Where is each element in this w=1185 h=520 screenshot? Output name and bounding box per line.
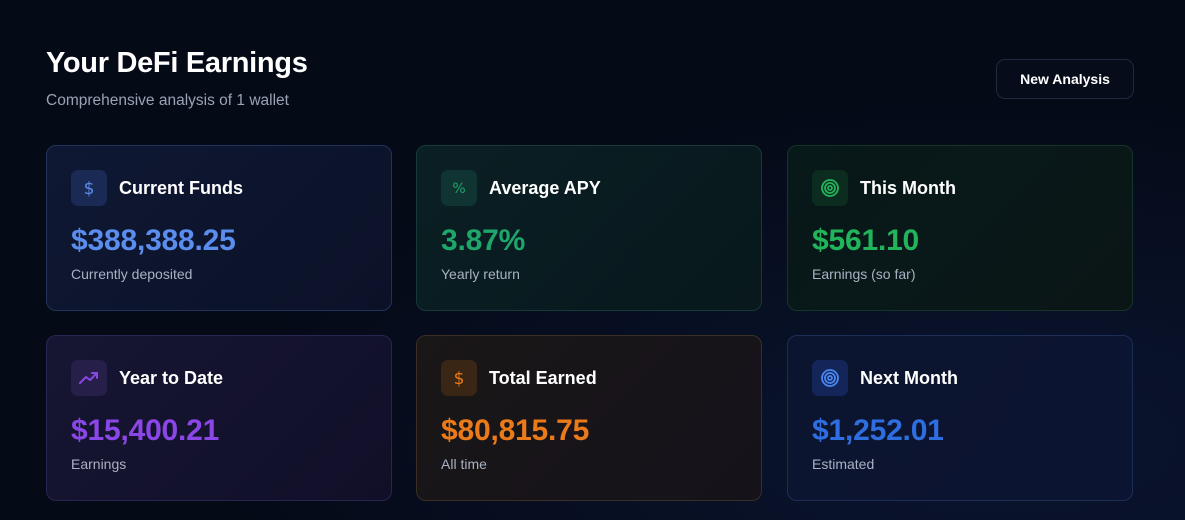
card-average-apy: % Average APY 3.87% Yearly return (416, 145, 762, 311)
page-title: Your DeFi Earnings (46, 47, 308, 79)
percent-icon: % (441, 170, 477, 206)
card-this-month: This Month $561.10 Earnings (so far) (787, 145, 1133, 311)
card-value: 3.87% (441, 224, 526, 257)
card-value: $561.10 (812, 224, 920, 257)
page-header: Your DeFi Earnings Comprehensive analysi… (46, 46, 308, 110)
card-value: $15,400.21 (71, 414, 220, 447)
card-title: Total Earned (489, 367, 597, 388)
new-analysis-button[interactable]: New Analysis (996, 59, 1134, 99)
card-total-earned: $ Total Earned $80,815.75 All time (416, 335, 762, 501)
svg-text:$: $ (454, 369, 465, 388)
card-value: $1,252.01 (812, 414, 944, 447)
card-title: Current Funds (119, 177, 243, 198)
card-title: This Month (860, 177, 956, 198)
card-value: $80,815.75 (441, 414, 590, 447)
card-subtitle: Yearly return (441, 266, 520, 282)
card-current-funds: $ Current Funds $388,388.25 Currently de… (46, 145, 392, 311)
card-subtitle: All time (441, 456, 487, 472)
svg-text:%: % (452, 181, 465, 197)
card-subtitle: Earnings (71, 456, 127, 472)
dollar-icon: $ (441, 360, 477, 396)
dollar-icon: $ (71, 170, 107, 206)
target-icon (812, 360, 848, 396)
card-subtitle: Estimated (812, 456, 875, 472)
target-icon (812, 170, 848, 206)
card-subtitle: Currently deposited (71, 266, 193, 282)
page-subtitle: Comprehensive analysis of 1 wallet (46, 92, 289, 109)
card-title: Next Month (860, 367, 958, 388)
card-next-month: Next Month $1,252.01 Estimated (787, 335, 1133, 501)
svg-text:$: $ (84, 179, 95, 198)
card-value: $388,388.25 (71, 224, 236, 257)
card-subtitle: Earnings (so far) (812, 266, 916, 282)
card-title: Average APY (489, 177, 601, 198)
trending-up-icon (71, 360, 107, 396)
card-year-to-date: Year to Date $15,400.21 Earnings (46, 335, 392, 501)
card-title: Year to Date (119, 367, 224, 388)
